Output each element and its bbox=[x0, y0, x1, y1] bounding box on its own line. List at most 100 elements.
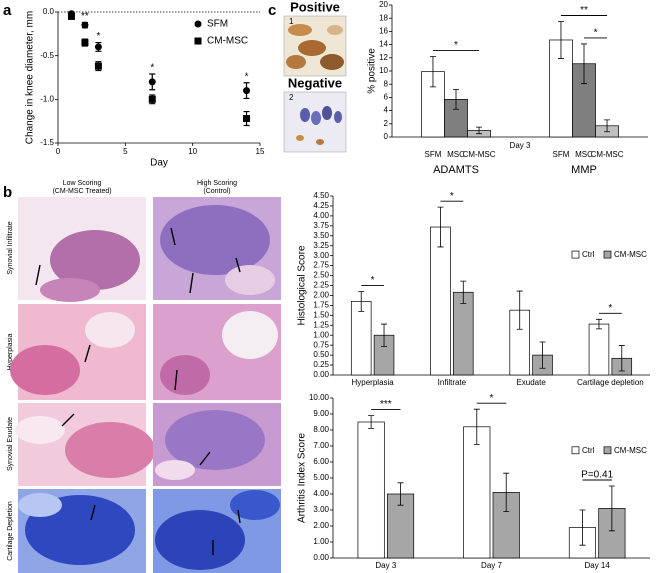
y-tick-label: 3.00 bbox=[313, 505, 329, 514]
error-bar bbox=[453, 89, 459, 110]
y-tick-label: 3.25 bbox=[313, 241, 329, 250]
error-bar bbox=[579, 509, 586, 546]
error-bar bbox=[437, 206, 444, 248]
point bbox=[94, 62, 102, 70]
x-tick-label: Cartilage depletion bbox=[577, 378, 644, 387]
x-tick-label: Exudate bbox=[516, 378, 546, 387]
y-tick-label: 4.25 bbox=[313, 201, 329, 210]
error-bar bbox=[557, 21, 564, 59]
y-tick-label: 0 bbox=[384, 132, 389, 141]
row-label: Synovial Infiltrate bbox=[7, 221, 14, 274]
error-bar bbox=[608, 485, 615, 532]
y-tick-label: 1.00 bbox=[313, 330, 329, 339]
legend-label: CM-MSC bbox=[614, 250, 647, 259]
column-header: High Scoring bbox=[197, 180, 237, 187]
legend-marker bbox=[571, 250, 580, 259]
y-tick-label: 0.0 bbox=[43, 7, 55, 16]
image-title: Positive bbox=[290, 0, 340, 14]
panel-label: c bbox=[268, 2, 276, 19]
bar bbox=[463, 426, 491, 559]
legend-marker bbox=[194, 20, 202, 28]
y-tick-label: 0.25 bbox=[313, 360, 329, 369]
bar-label: MSC bbox=[447, 150, 465, 159]
y-axis-title: Change in knee diameter, mm bbox=[25, 11, 36, 144]
image-number: 2 bbox=[289, 93, 294, 102]
y-tick-label: 18 bbox=[379, 13, 388, 22]
stain-image-positive bbox=[283, 15, 347, 77]
x-tick-label: Day 7 bbox=[481, 561, 502, 570]
y-tick-label: 1.00 bbox=[313, 537, 329, 546]
row-label: Cartilage Depletion bbox=[7, 501, 14, 561]
significance: ** bbox=[580, 5, 588, 16]
x-tick-label: 0 bbox=[56, 147, 61, 156]
panel-label: a bbox=[3, 2, 12, 19]
significance: * bbox=[96, 31, 100, 42]
y-tick-label: 20 bbox=[379, 0, 388, 9]
error-bar bbox=[429, 56, 436, 88]
significance: * bbox=[150, 63, 154, 74]
legend-marker bbox=[603, 446, 612, 455]
legend-marker bbox=[603, 250, 612, 259]
error-bar bbox=[595, 318, 602, 330]
panel-label: b bbox=[3, 184, 12, 201]
y-tick-label: 3.00 bbox=[313, 251, 329, 260]
bar bbox=[430, 226, 451, 376]
y-tick-label: 6.00 bbox=[313, 457, 329, 466]
error-bar bbox=[516, 290, 523, 330]
y-tick-label: 3.50 bbox=[313, 231, 329, 240]
x-axis-title: Day bbox=[150, 158, 168, 169]
y-tick-label: 3.75 bbox=[313, 221, 329, 230]
point bbox=[243, 87, 251, 95]
y-tick-label: 4.50 bbox=[313, 191, 329, 200]
bar-label: SFM bbox=[553, 150, 570, 159]
y-tick-label: 8.00 bbox=[313, 425, 329, 434]
error-bar bbox=[381, 323, 388, 347]
error-bar bbox=[503, 472, 510, 512]
y-axis-title: Histological Score bbox=[297, 245, 308, 325]
row-label: Hyperplasia bbox=[7, 333, 14, 370]
legend-marker bbox=[194, 37, 202, 45]
point bbox=[81, 21, 89, 29]
y-tick-label: 0.50 bbox=[313, 350, 329, 359]
y-tick-label: 0.75 bbox=[313, 340, 329, 349]
x-tick-label: 15 bbox=[256, 147, 265, 156]
y-tick-label: 7.00 bbox=[313, 441, 329, 450]
arrows bbox=[35, 227, 241, 555]
significance: ** bbox=[81, 11, 89, 22]
y-tick-label: 2.25 bbox=[313, 281, 329, 290]
y-tick-label: 14 bbox=[379, 40, 388, 49]
error-bar bbox=[397, 482, 404, 506]
image-title: Negative bbox=[288, 75, 342, 90]
y-tick-label: 0.00 bbox=[313, 370, 329, 379]
significance: * bbox=[454, 40, 458, 51]
y-tick-label: 6 bbox=[384, 93, 389, 102]
point bbox=[243, 115, 251, 123]
y-tick-label: 2 bbox=[384, 119, 389, 128]
histology-images bbox=[10, 197, 281, 573]
significance: P=0.41 bbox=[581, 470, 613, 481]
y-tick-label: 1.25 bbox=[313, 320, 329, 329]
stain-image-negative bbox=[283, 91, 347, 153]
significance: * bbox=[594, 28, 598, 39]
error-bar bbox=[581, 43, 587, 84]
significance: * bbox=[490, 393, 494, 404]
y-tick-label: 4.00 bbox=[313, 489, 329, 498]
bar bbox=[453, 291, 474, 376]
legend-label: Ctrl bbox=[582, 250, 595, 259]
point bbox=[148, 95, 156, 103]
x-tick-label: 10 bbox=[188, 147, 197, 156]
point bbox=[81, 39, 89, 47]
error-bar bbox=[368, 415, 375, 429]
y-tick-label: -1.5 bbox=[40, 138, 54, 147]
y-tick-label: 1.75 bbox=[313, 300, 329, 309]
significance: *** bbox=[380, 399, 392, 410]
y-tick-label: 1.50 bbox=[313, 310, 329, 319]
x-axis-title: Day 3 bbox=[510, 141, 531, 150]
y-axis-title: % positive bbox=[367, 48, 378, 94]
x-tick-label: Day 3 bbox=[375, 561, 396, 570]
row-label: Synovial Exudate bbox=[7, 417, 14, 471]
legend-label: CM-MSC bbox=[614, 446, 647, 455]
y-tick-label: 2.50 bbox=[313, 271, 329, 280]
point bbox=[148, 78, 156, 86]
